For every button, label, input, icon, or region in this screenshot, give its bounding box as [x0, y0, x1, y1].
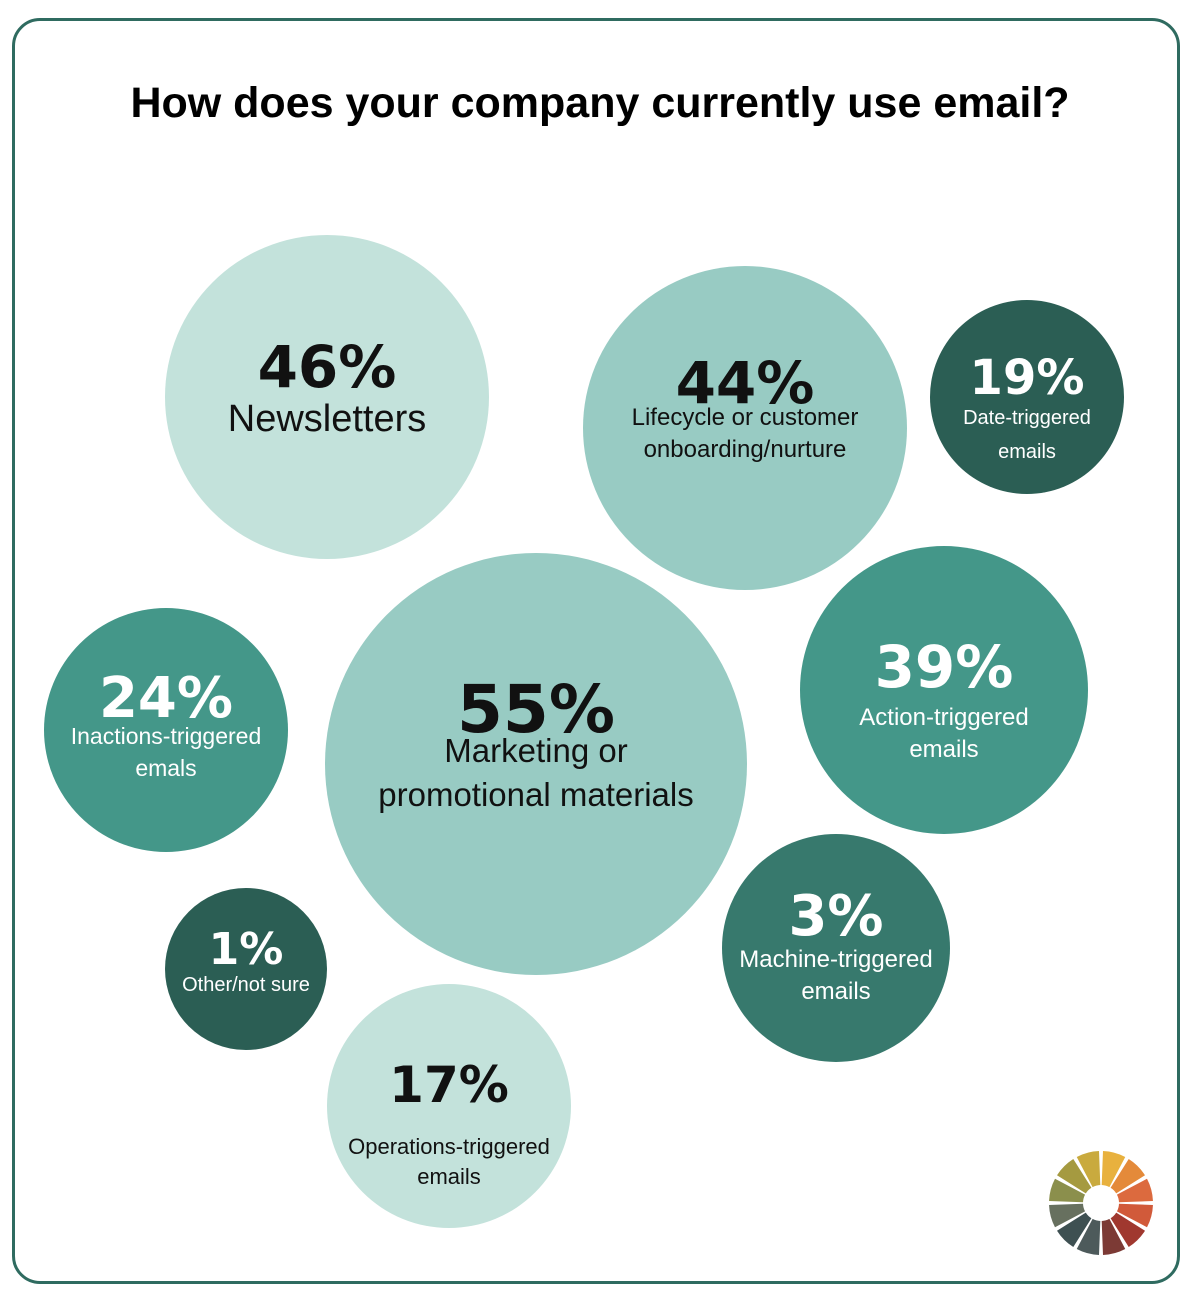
bubble-category-label: emails — [909, 736, 978, 763]
logo-segment — [1049, 1203, 1086, 1228]
bubble-44-pct: 44%Lifecycle or customer onboarding/nurtu… — [583, 266, 907, 590]
logo-segment — [1049, 1178, 1086, 1203]
bubble-percent-label: 24% — [99, 666, 233, 731]
bubble-percent-label: 1% — [209, 924, 284, 975]
logo-segment — [1101, 1151, 1126, 1188]
bubble-24-pct: 24%Inactions-triggered emals — [44, 608, 288, 852]
bubble-3-pct: 3%Machine-triggered emails — [722, 834, 950, 1062]
bubble-circle — [327, 984, 571, 1228]
bubble-category-label: Operations-triggered — [348, 1134, 550, 1159]
logo-segment — [1056, 1212, 1092, 1248]
bubble-category-label: emails — [417, 1164, 481, 1189]
bubble-17-pct: 17% Operations-triggered emails — [327, 984, 571, 1228]
bubble-percent-label: 44% — [676, 349, 815, 417]
bubble-circle — [165, 235, 489, 559]
bubble-category-label: Newsletters — [228, 398, 427, 440]
color-wheel-logo-icon — [1049, 1151, 1153, 1255]
bubble-category-label: promotional materials — [378, 776, 693, 813]
bubble-category-label: emals — [135, 755, 196, 781]
bubble-circle — [930, 300, 1124, 494]
bubble-percent-label: 39% — [875, 633, 1014, 701]
chart-title: How does your company currently use emai… — [130, 79, 1070, 127]
bubble-55-pct: 55%Marketing or promotional materials — [325, 553, 747, 975]
bubble-percent-label: 55% — [457, 671, 615, 748]
bubble-category-label: emails — [801, 978, 870, 1005]
bubble-category-label: Action-triggered — [859, 704, 1028, 731]
logo-segment — [1101, 1218, 1126, 1255]
bubble-percent-label: 17% — [389, 1056, 509, 1114]
bubble-category-label: Inactions-triggered — [71, 723, 262, 749]
logo-segment — [1076, 1151, 1101, 1188]
bubble-circle — [583, 266, 907, 590]
bubble-circle — [165, 888, 327, 1050]
logo-segment — [1116, 1178, 1153, 1203]
bubble-category-label: emails — [998, 441, 1056, 463]
bubble-19-pct: 19%Date-triggered emails — [930, 300, 1124, 494]
bubble-39-pct: 39% Action-triggered emails — [800, 546, 1088, 834]
bubble-category-label: Machine-triggered — [739, 946, 932, 973]
bubble-category-label: Date-triggered — [963, 407, 1091, 429]
bubble-1-pct: 1%Other/not sure — [165, 888, 327, 1050]
bubble-circle — [800, 546, 1088, 834]
bubble-category-label: Lifecycle or customer — [632, 404, 859, 431]
bubble-category-label: Other/not sure — [182, 974, 310, 996]
bubble-category-label: onboarding/nurture — [644, 436, 847, 463]
bubble-46-pct: 46%Newsletters — [165, 235, 489, 559]
logo-segment — [1076, 1218, 1101, 1255]
logo-segment — [1110, 1158, 1146, 1194]
logo-segment — [1116, 1203, 1153, 1228]
bubble-circle — [44, 608, 288, 852]
logo-segment — [1110, 1212, 1146, 1248]
bubble-circle — [722, 834, 950, 1062]
logo-segment — [1056, 1158, 1092, 1194]
bubble-category-label: Marketing or — [444, 732, 627, 769]
bubble-percent-label: 46% — [258, 333, 397, 401]
bubble-percent-label: 3% — [788, 884, 883, 949]
bubble-percent-label: 19% — [970, 350, 1085, 406]
bubble-circle — [325, 553, 747, 975]
